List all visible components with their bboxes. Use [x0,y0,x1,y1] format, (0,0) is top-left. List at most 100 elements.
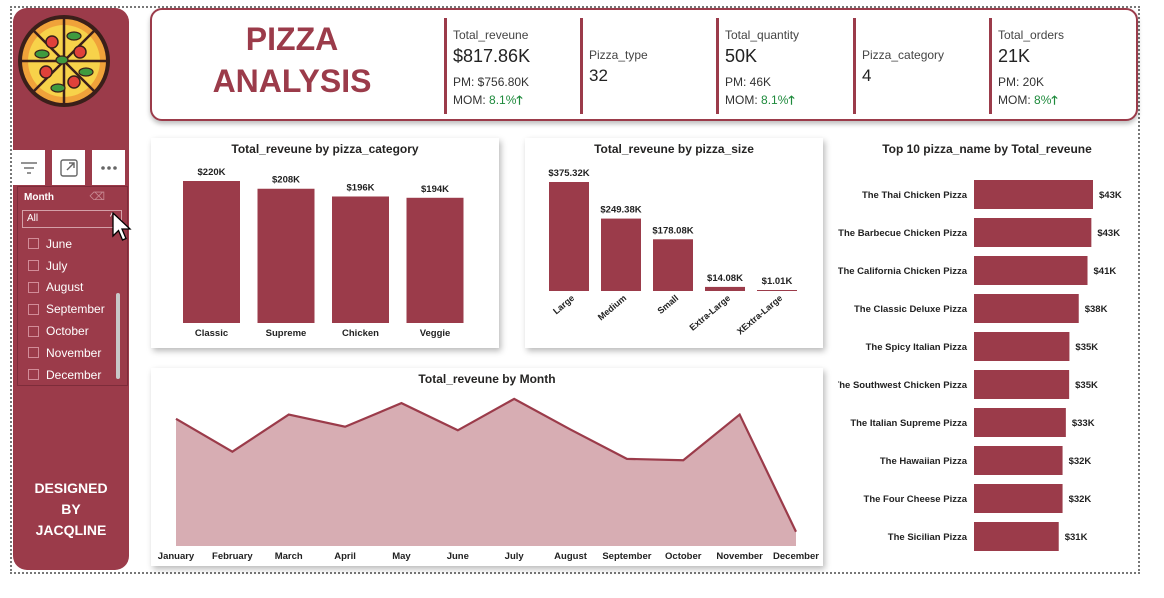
slicer-option[interactable]: August [28,277,105,299]
bar [332,196,389,323]
designer-credit: DESIGNED BY JACQLINE [34,480,108,538]
bar [257,188,315,323]
arrow-up-icon: 🡑 [516,93,523,107]
slicer-option[interactable]: November [28,342,105,364]
slicer-option-label: December [46,367,102,382]
data-label: $194K [421,184,449,195]
slicer-option[interactable]: September [28,298,105,320]
dropdown-value: All [27,213,39,224]
filter-icon[interactable] [12,150,45,185]
bar [974,484,1063,513]
bar [974,332,1070,361]
category-label: The Sicilian Pizza [888,532,968,543]
bar [974,256,1088,285]
category-label: Classic [195,328,228,339]
area-fill [176,398,796,546]
month-label: February [212,551,253,562]
eraser-icon[interactable]: ⌫ [89,191,105,203]
month-label: October [665,551,702,562]
category-label: XExtra-Large [735,293,784,337]
data-label: $196K [347,182,375,193]
bar [183,181,240,323]
scrollbar[interactable] [116,293,120,379]
top10-bar-chart: The Thai Chicken Pizza $43K The Barbecue C… [838,180,1122,551]
category-label: Supreme [266,328,307,339]
slicer-option[interactable]: June [28,233,105,255]
month-label: November [716,551,763,562]
data-label: $33K [1072,418,1095,429]
month-label: June [447,551,469,562]
category-label: Veggie [420,328,451,339]
data-label: $35K [1075,380,1098,391]
checkbox[interactable] [28,303,39,315]
slicer-option-label: September [46,302,105,317]
month-label: August [554,551,588,562]
slicer-option[interactable]: July [28,255,105,277]
data-label: $35K [1075,342,1098,353]
checkbox[interactable] [28,369,39,381]
month-dropdown[interactable]: All ^ [22,210,122,228]
category-label: Chicken [342,328,379,339]
bar [974,294,1079,323]
slicer-option[interactable]: October [28,320,105,342]
size-chart-card: Total_reveune by pizza_size $375.32K Larg… [525,138,823,348]
kpi-pizza-type[interactable]: Pizza_type 32 [580,18,710,114]
kpi-total-quantity[interactable]: Total_quantity 50K PM: 46K MOM: 8.1%🡑 [716,18,846,114]
bar [705,286,745,291]
slicer-option-label: November [46,345,102,360]
category-label: The Thai Chicken Pizza [862,190,968,201]
bar [974,408,1066,437]
category-label: The Hawaiian Pizza [880,456,968,467]
kpi-pizza-category[interactable]: Pizza_category 4 [853,18,983,114]
data-label: $375.32K [548,168,589,179]
chart-title: Total_reveune by Month [418,372,556,386]
checkbox[interactable] [28,281,39,293]
arrow-up-icon: 🡑 [1051,93,1058,107]
bar [974,218,1092,247]
bar [757,290,797,291]
data-label: $31K [1065,532,1088,543]
category-label: The Spicy Italian Pizza [866,342,968,353]
bar [974,446,1063,475]
category-label: Small [655,293,680,316]
data-label: $41K [1094,266,1117,277]
month-label: March [275,551,303,562]
checkbox[interactable] [28,260,39,272]
month-options-list: June July August September October November De… [28,233,105,386]
category-label: The Southwest Chicken Pizza [838,380,968,391]
top10-chart-card: Top 10 pizza_name by Total_reveune The T… [838,138,1136,566]
bar [653,239,693,291]
checkbox[interactable] [28,238,39,250]
slicer-option-label: July [46,258,68,273]
data-label: $220K [198,167,226,178]
month-label: December [773,551,819,562]
data-label: $32K [1069,456,1092,467]
focus-mode-icon[interactable] [52,150,85,185]
category-label: Medium [596,293,628,323]
more-options-icon[interactable] [92,150,125,185]
data-label: $43K [1097,228,1120,239]
mouse-pointer-icon [112,211,132,247]
data-label: $38K [1085,304,1108,315]
checkbox[interactable] [28,347,39,359]
data-label: $14.08K [707,273,743,284]
pizza-logo-icon [16,8,112,114]
slicer-option-label: August [46,280,84,295]
chart-title: Total_reveune by pizza_category [231,142,419,156]
month-label: September [602,551,651,562]
bar [974,522,1059,551]
month-label: July [505,551,525,562]
data-label: $178.08K [652,225,693,236]
bar [406,197,464,323]
month-label: April [334,551,356,562]
category-label: The Four Cheese Pizza [864,494,968,505]
kpi-total-orders[interactable]: Total_orders 21K PM: 20K MOM: 8%🡑 [989,18,1119,114]
checkbox[interactable] [28,325,39,337]
category-label: The Barbecue Chicken Pizza [838,228,968,239]
dashboard-frame [10,6,1140,574]
kpi-panel: PIZZA ANALYSIS Total_reveune $817.86K PM… [150,8,1138,121]
kpi-total-revenue[interactable]: Total_reveune $817.86K PM: $756.80K MOM:… [444,18,574,114]
data-label: $208K [272,175,300,186]
bar [974,370,1070,399]
slicer-option[interactable]: December [28,364,105,386]
